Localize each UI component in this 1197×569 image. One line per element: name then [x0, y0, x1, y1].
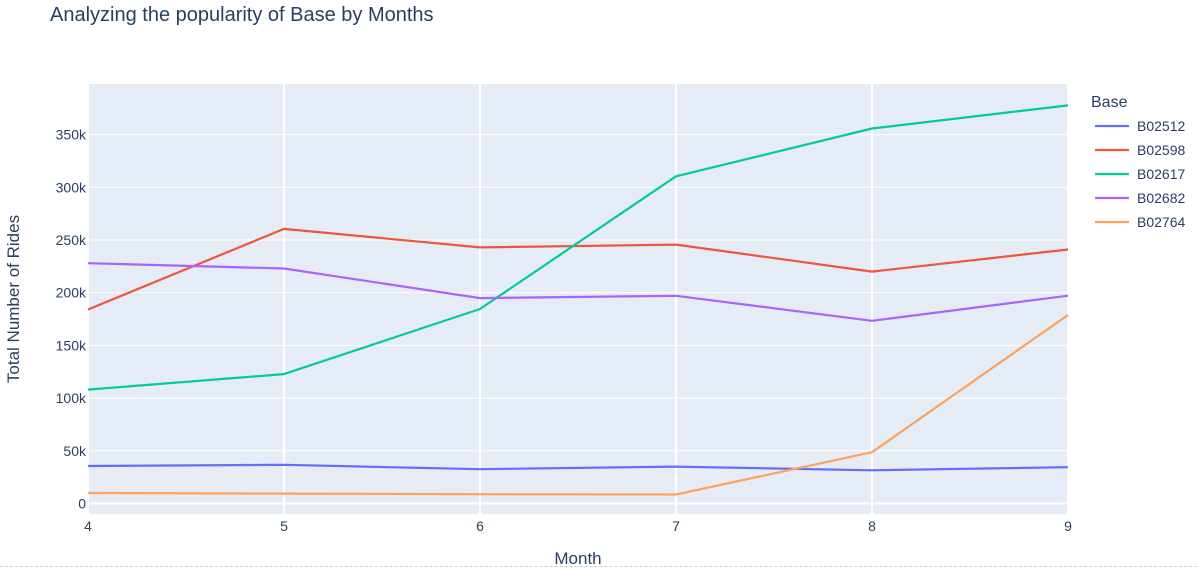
x-tick-label: 7 [672, 518, 680, 534]
y-tick-label: 100k [56, 390, 87, 406]
x-axis-ticks: 4 5 6 7 8 9 [84, 518, 1072, 534]
page-divider [0, 566, 1197, 567]
legend-item-b02512[interactable]: B02512 [1095, 118, 1185, 134]
x-tick-label: 9 [1064, 518, 1072, 534]
legend-label: B02617 [1137, 166, 1185, 182]
y-tick-label: 300k [56, 179, 87, 195]
y-tick-label: 200k [56, 285, 87, 301]
y-tick-label: 250k [56, 232, 87, 248]
series-line-b02598[interactable] [87, 227, 1069, 311]
legend-label: B02598 [1137, 142, 1185, 158]
legend-item-b02598[interactable]: B02598 [1095, 142, 1185, 158]
legend-title: Base [1091, 94, 1128, 111]
y-tick-label: 50k [63, 443, 87, 459]
y-tick-label: 150k [56, 337, 87, 353]
legend-label: B02764 [1137, 214, 1185, 230]
legend-label: B02512 [1137, 118, 1185, 134]
chart-title: Analyzing the popularity of Base by Mont… [50, 4, 434, 26]
series-line-b02682[interactable] [87, 262, 1069, 322]
x-tick-label: 8 [868, 518, 876, 534]
series-layer [87, 104, 1069, 496]
legend-item-b02682[interactable]: B02682 [1095, 190, 1185, 206]
x-axis-title: Month [554, 549, 601, 568]
y-axis-title: Total Number of Rides [4, 215, 23, 383]
series-line-b02512[interactable] [87, 463, 1069, 472]
legend-label: B02682 [1137, 190, 1185, 206]
y-axis-ticks: 0 50k 100k 150k 200k 250k 300k 350k [56, 127, 87, 512]
x-tick-label: 5 [280, 518, 288, 534]
series-line-b02764[interactable] [87, 314, 1069, 496]
grid-lines [87, 84, 1069, 514]
y-tick-label: 0 [78, 495, 86, 511]
plot-area [88, 84, 1068, 514]
x-tick-label: 4 [84, 518, 92, 534]
series-line-b02617[interactable] [87, 104, 1069, 391]
x-tick-label: 6 [476, 518, 484, 534]
legend-item-b02617[interactable]: B02617 [1095, 166, 1185, 182]
y-tick-label: 350k [56, 127, 87, 143]
legend[interactable]: Base B02512 B02598 B02617 B02682 B02764 [1091, 94, 1185, 230]
legend-item-b02764[interactable]: B02764 [1095, 214, 1185, 230]
